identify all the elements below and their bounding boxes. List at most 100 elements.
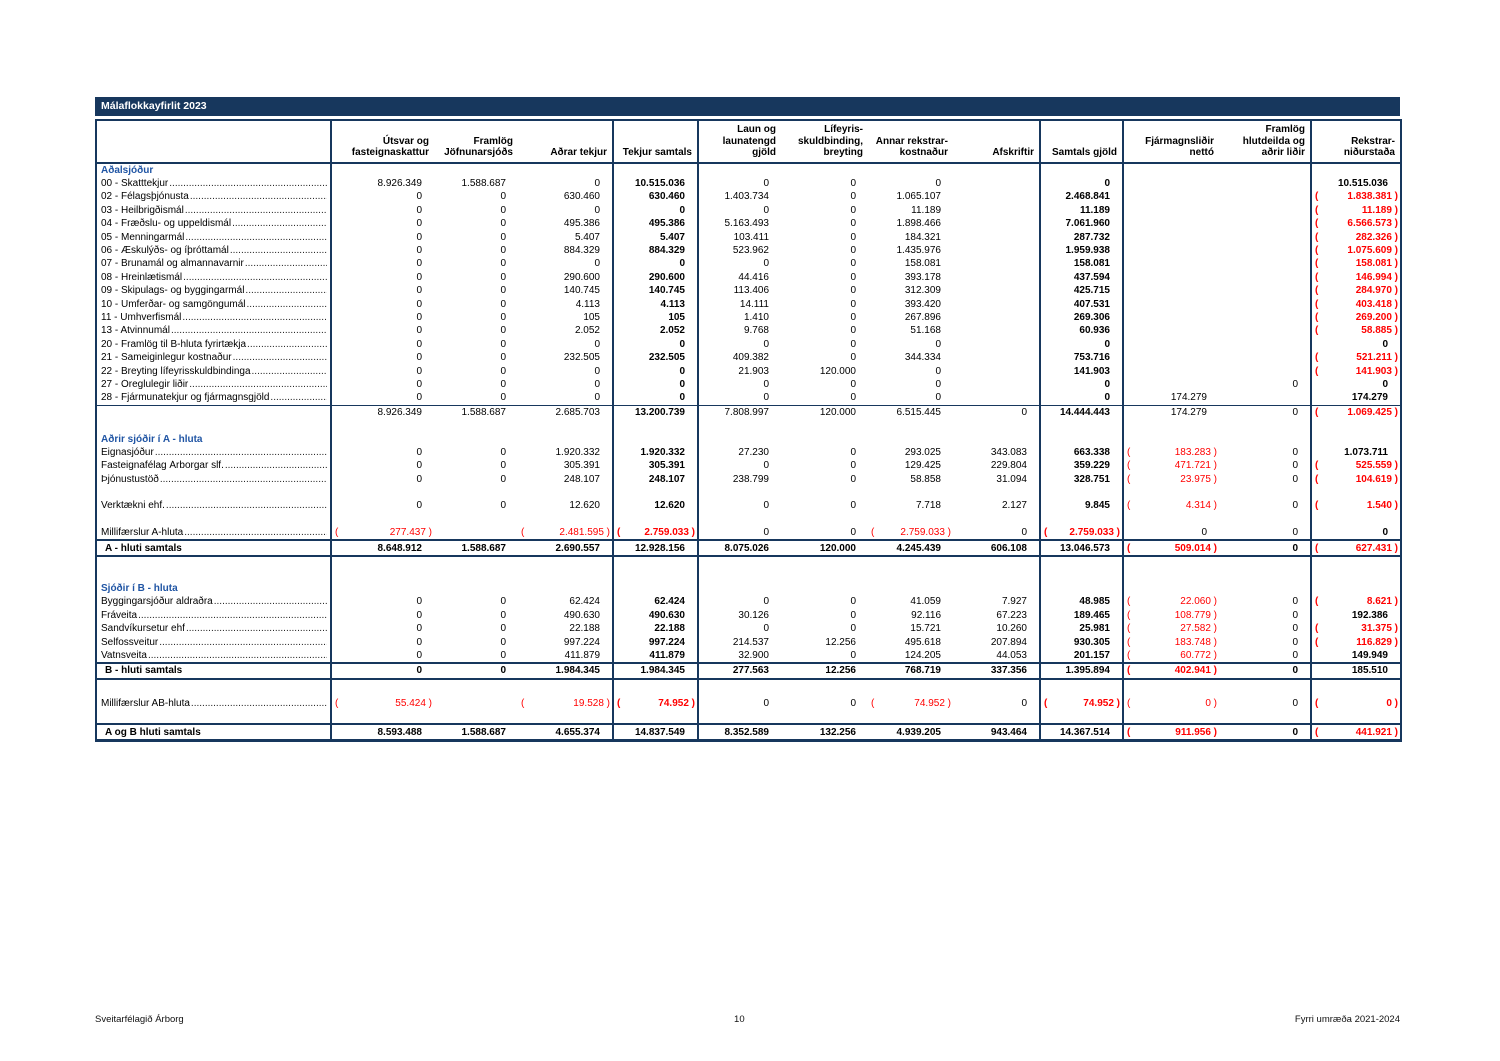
- row-label: 03 - Heilbrigðismál.....................…: [96, 203, 332, 218]
- table-cell: 0: [763, 527, 769, 539]
- table-cell: [953, 284, 1041, 298]
- table-cell: (525.559 ): [1315, 460, 1398, 472]
- spacer-cell: [868, 486, 953, 499]
- table-cell: [953, 337, 1041, 351]
- table-cell: 14.367.514: [1040, 723, 1124, 742]
- table-row: 02 - Félagsþjónusta.....................…: [96, 190, 1401, 204]
- table-cell: 0: [1219, 445, 1312, 460]
- table-cell: 12.928.156: [613, 539, 699, 557]
- table-cell: 185.510: [1311, 662, 1401, 680]
- table-cell: 0: [500, 500, 506, 512]
- table-cell: 0: [850, 697, 856, 709]
- spacer-cell: [613, 418, 699, 433]
- table-cell: 0: [500, 649, 506, 661]
- spacer-cell: [518, 555, 614, 582]
- table-cell: 2.685.703: [518, 404, 614, 419]
- table-cell: (2.759.033 ): [871, 527, 951, 539]
- table-cell: 1.435.976: [896, 245, 942, 257]
- table-cell: 0: [500, 338, 506, 350]
- table-cell: 10.260: [953, 622, 1041, 636]
- column-header: Framlög Jöfnunarsjóðs: [434, 120, 518, 164]
- table-cell: [1219, 310, 1312, 325]
- table-cell: 11.189: [911, 204, 941, 216]
- table-cell: 141.903: [1040, 364, 1124, 378]
- table-cell: 1.920.332: [613, 445, 699, 460]
- table-cell: 0: [416, 460, 422, 472]
- table-row: 8.926.349 1.588.687 2.685.703 13.200.739 7.8…: [96, 404, 1401, 419]
- table-cell: 663.338: [1040, 445, 1124, 460]
- table-cell: (11.189 ): [1315, 204, 1398, 216]
- table-row: Vatnsveita..............................…: [96, 648, 1401, 664]
- table-cell: [781, 432, 868, 445]
- table-cell: (1.838.381 ): [1315, 191, 1398, 203]
- table-row: [96, 485, 1401, 500]
- table-cell: 0: [416, 191, 422, 203]
- table-row: Fasteignafélag Árborgar slf.............…: [96, 459, 1401, 473]
- row-label: 10 - Umferðar- og samgöngumál...........…: [96, 297, 332, 311]
- table-cell: 407.531: [1040, 297, 1124, 311]
- table-cell: 0: [500, 392, 506, 404]
- table-cell: 0: [416, 473, 422, 485]
- spacer-cell: [1311, 419, 1401, 432]
- table-cell: 1.395.894: [1040, 662, 1124, 680]
- table-cell: 13.200.739: [613, 404, 699, 419]
- table-cell: 0: [500, 191, 506, 203]
- table-cell: [518, 162, 614, 177]
- table-cell: 409.382: [732, 352, 769, 364]
- table-cell: [434, 163, 518, 177]
- table-cell: [1040, 432, 1124, 446]
- table-cell: 0: [416, 204, 422, 216]
- table-cell: 31.094: [953, 472, 1041, 486]
- table-cell: 238.799: [732, 473, 769, 485]
- spacer-cell: [613, 512, 699, 527]
- table-cell: 630.460: [518, 190, 614, 204]
- table-cell: 129.425: [904, 460, 941, 472]
- spacer-cell: [781, 513, 868, 526]
- spacer-cell: [1123, 710, 1219, 724]
- table-cell: 5.407: [613, 230, 699, 244]
- report-table: Útsvar og fasteignaskattur Framlög Jöfnun…: [95, 119, 1402, 742]
- table-cell: [434, 432, 518, 445]
- table-row: 09 - Skipulags- og byggingarmál.........…: [96, 284, 1401, 298]
- spacer-cell: [1311, 710, 1401, 724]
- spacer-cell: [518, 709, 614, 725]
- header-row: Útsvar og fasteignaskattur Framlög Jöfnun…: [96, 120, 1401, 164]
- table-cell: 0: [1219, 648, 1312, 664]
- row-label: 11 - Umhverfismál.......................…: [96, 310, 332, 325]
- table-cell: [1040, 162, 1124, 177]
- spacer-cell: [1040, 485, 1124, 500]
- table-cell: (31.375 ): [1315, 623, 1398, 635]
- row-label: 07 - Brunamál og almannavarnir..........…: [96, 257, 332, 271]
- table-cell: 490.630: [613, 608, 699, 622]
- table-cell: 103.411: [733, 231, 769, 243]
- table-cell: 0: [613, 257, 699, 271]
- table-cell: 0: [953, 696, 1041, 710]
- footer-document-info: Fyrri umræða 2021-2024: [1294, 1014, 1400, 1025]
- table-row: Verktækni ehf...........................…: [96, 499, 1401, 513]
- table-cell: 0: [850, 218, 856, 230]
- table-cell: [868, 432, 953, 445]
- table-cell: 0: [416, 500, 422, 512]
- table-cell: 0: [953, 526, 1041, 541]
- table-row: Fráveita................................…: [96, 608, 1401, 622]
- table-cell: (277.437 ): [335, 527, 432, 539]
- table-cell: 0: [518, 257, 614, 271]
- spacer-cell: [96, 485, 332, 500]
- table-cell: 0: [850, 649, 856, 661]
- page-footer: Sveitarfélagið Árborg 10 Fyrri umræða 20…: [95, 1014, 1400, 1025]
- row-label: Þjónustustöð............................…: [96, 472, 332, 486]
- table-cell: 495.386: [613, 217, 699, 231]
- table-cell: 0: [763, 258, 769, 270]
- table-cell: 0: [1219, 459, 1312, 473]
- table-cell: 0: [850, 298, 856, 310]
- table-cell: 495.386: [518, 217, 614, 231]
- table-cell: 0: [850, 231, 856, 243]
- table-cell: 0: [1201, 527, 1207, 539]
- table-cell: [1123, 311, 1219, 324]
- table-cell: 0: [850, 178, 856, 190]
- table-cell: (27.582 ): [1127, 623, 1217, 635]
- table-cell: 0: [850, 446, 856, 458]
- table-cell: 0: [434, 662, 518, 680]
- table-cell: 25.981: [1040, 622, 1124, 636]
- table-cell: 60.936: [1040, 324, 1124, 338]
